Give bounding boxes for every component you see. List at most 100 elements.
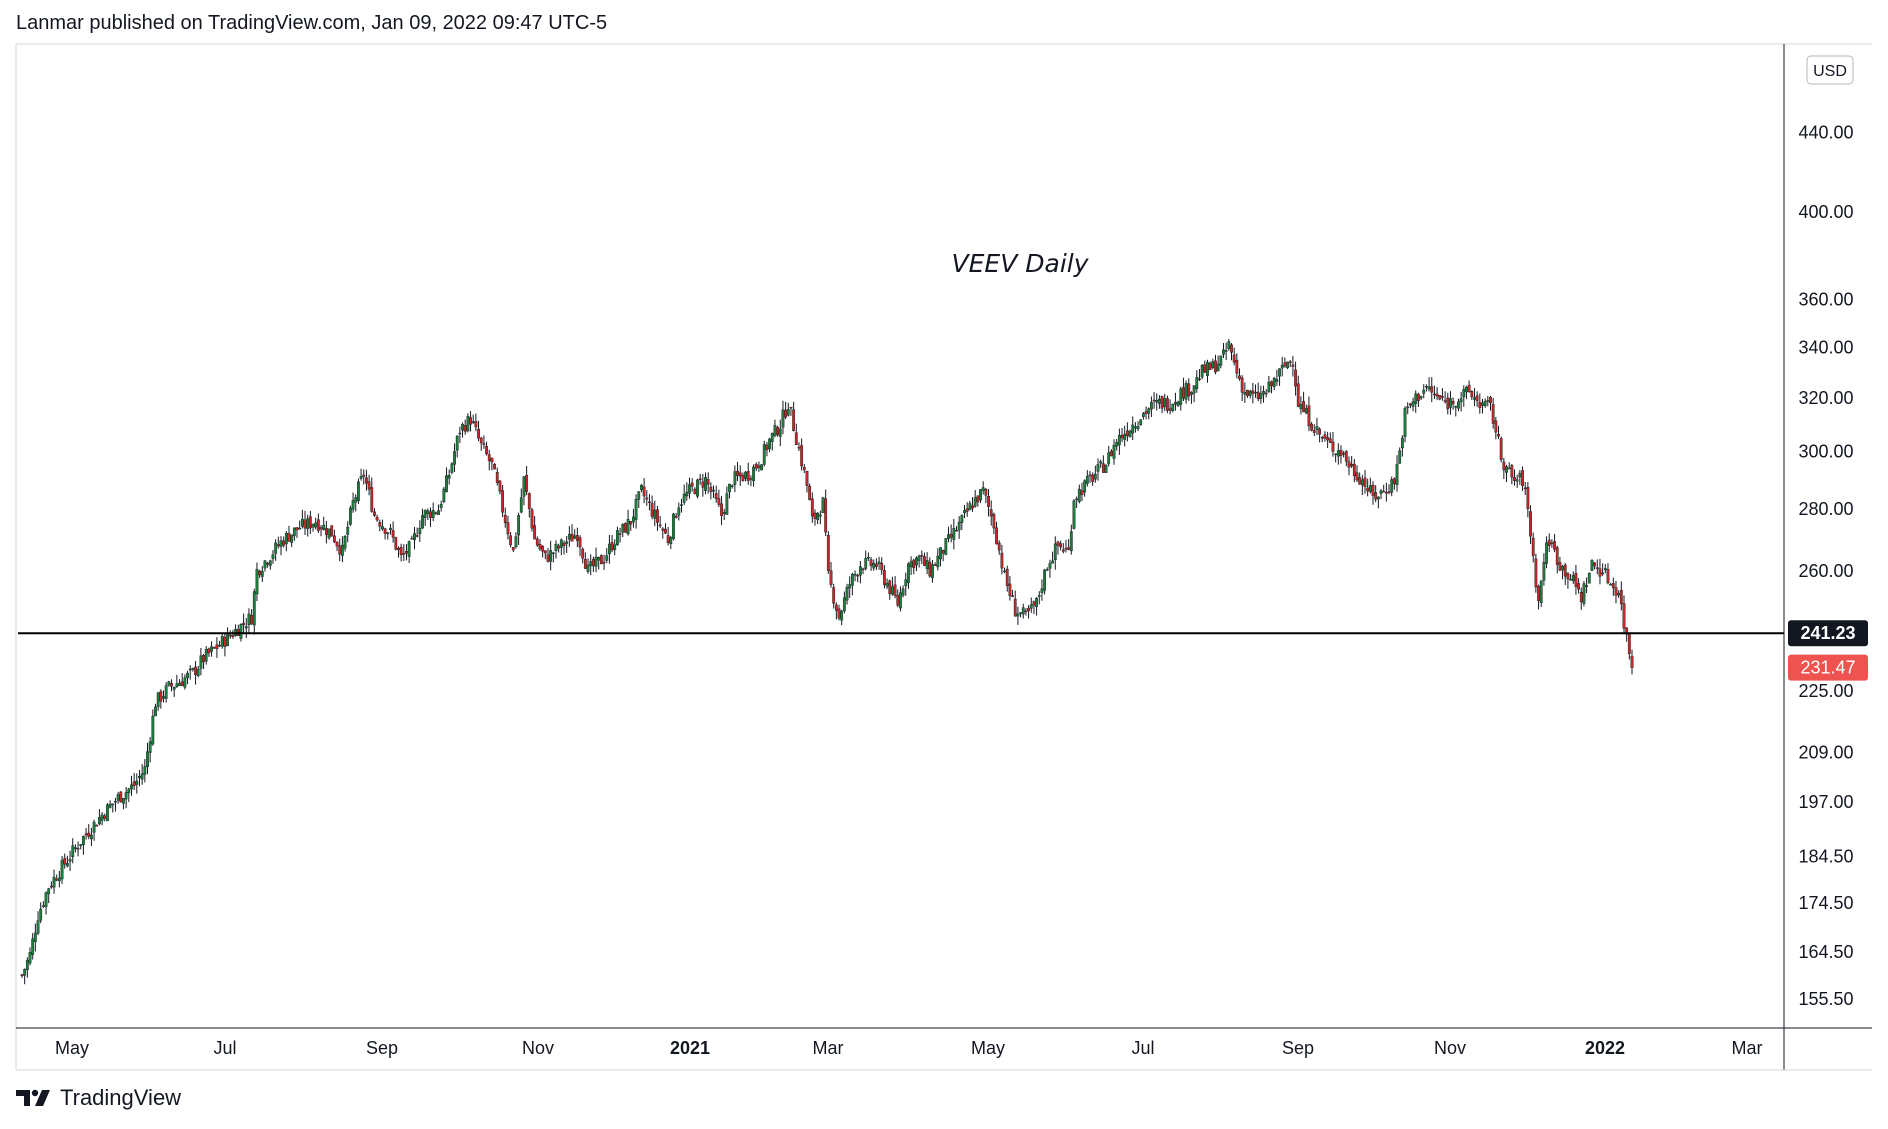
candle bbox=[1230, 343, 1233, 361]
candle bbox=[640, 483, 643, 493]
candle bbox=[1622, 595, 1626, 633]
candle bbox=[367, 474, 371, 496]
candle bbox=[116, 791, 120, 804]
candle bbox=[976, 495, 980, 507]
candle bbox=[1595, 559, 1599, 575]
candle bbox=[1630, 649, 1634, 675]
candle bbox=[79, 844, 83, 850]
candle bbox=[493, 462, 496, 470]
tradingview-logo-icon bbox=[16, 1088, 52, 1108]
candle bbox=[509, 532, 513, 548]
candle bbox=[1579, 587, 1583, 610]
candle bbox=[210, 641, 213, 657]
candle bbox=[295, 527, 299, 538]
candle bbox=[335, 541, 339, 552]
candle bbox=[1048, 559, 1052, 578]
candle bbox=[1603, 564, 1607, 574]
candle bbox=[442, 486, 446, 504]
candle bbox=[1425, 384, 1428, 392]
candle bbox=[506, 515, 510, 540]
candle bbox=[1534, 553, 1538, 593]
candle bbox=[1491, 397, 1495, 429]
candle bbox=[661, 527, 665, 539]
candle bbox=[1091, 472, 1095, 486]
candle bbox=[1232, 347, 1236, 366]
candle bbox=[1029, 597, 1033, 613]
time-tick-label: 2022 bbox=[1585, 1038, 1625, 1058]
candle bbox=[1347, 456, 1351, 476]
candle bbox=[522, 476, 526, 506]
candle bbox=[1280, 356, 1284, 377]
candle bbox=[818, 510, 822, 525]
candle bbox=[931, 560, 934, 583]
candle bbox=[172, 686, 176, 697]
time-tick-label: Sep bbox=[1282, 1038, 1314, 1058]
candle bbox=[316, 513, 320, 534]
candle bbox=[279, 536, 283, 556]
candle bbox=[629, 521, 633, 531]
candle bbox=[693, 487, 697, 495]
time-tick-label: Mar bbox=[813, 1038, 844, 1058]
price-axis[interactable]: 440.00 400.00 360.00 340.00 320.00 300.00 280.… bbox=[1788, 122, 1868, 1009]
candle bbox=[148, 737, 152, 763]
candle bbox=[997, 540, 1001, 555]
candle bbox=[802, 463, 806, 473]
candle bbox=[332, 529, 336, 544]
candle bbox=[271, 550, 275, 564]
candle bbox=[1408, 403, 1412, 409]
candle bbox=[1035, 597, 1038, 616]
candle bbox=[928, 557, 932, 578]
candle bbox=[1077, 484, 1081, 504]
candle bbox=[1243, 382, 1247, 403]
candle bbox=[1392, 477, 1396, 490]
candle bbox=[1160, 395, 1164, 414]
candle bbox=[1328, 432, 1332, 444]
candle bbox=[1061, 543, 1065, 554]
currency-button[interactable]: USD bbox=[1806, 55, 1854, 85]
candle bbox=[1320, 435, 1324, 443]
candle bbox=[1141, 411, 1145, 420]
candle bbox=[669, 535, 673, 550]
candle bbox=[186, 670, 189, 685]
candle bbox=[421, 508, 424, 529]
candle bbox=[351, 492, 355, 513]
candle bbox=[1459, 391, 1463, 412]
candle bbox=[303, 510, 307, 535]
candle bbox=[437, 504, 440, 515]
candle bbox=[20, 973, 24, 978]
candle bbox=[455, 435, 459, 458]
candle bbox=[298, 520, 302, 530]
candle bbox=[284, 531, 288, 552]
candle bbox=[1441, 388, 1444, 401]
candle bbox=[1005, 565, 1009, 592]
candle bbox=[519, 488, 523, 514]
candle bbox=[920, 550, 924, 565]
candle bbox=[1288, 360, 1292, 368]
candle bbox=[143, 759, 147, 783]
candle bbox=[1558, 556, 1562, 572]
price-tick-label: 320.00 bbox=[1798, 388, 1853, 408]
candle bbox=[471, 414, 475, 425]
candle bbox=[260, 566, 264, 582]
candle bbox=[1075, 496, 1079, 508]
tradingview-branding[interactable]: TradingView bbox=[16, 1085, 181, 1111]
candle bbox=[389, 524, 392, 535]
candle bbox=[1112, 439, 1116, 465]
candle bbox=[258, 569, 262, 579]
candle bbox=[1179, 386, 1183, 411]
candle bbox=[1390, 476, 1394, 497]
candle bbox=[794, 423, 798, 446]
candle bbox=[573, 529, 577, 540]
candle bbox=[1192, 385, 1196, 403]
candle bbox=[981, 481, 985, 495]
candle bbox=[1131, 416, 1135, 441]
time-tick-label: Mar bbox=[1732, 1038, 1763, 1058]
candle bbox=[135, 773, 139, 794]
candle bbox=[1430, 377, 1434, 403]
candle bbox=[979, 489, 982, 504]
candle bbox=[479, 436, 483, 451]
candle bbox=[551, 551, 555, 563]
candle bbox=[124, 786, 128, 809]
time-axis[interactable]: May Jul Sep Nov 2021 Mar May Jul Sep Nov 2022 Mar bbox=[55, 1038, 1763, 1058]
